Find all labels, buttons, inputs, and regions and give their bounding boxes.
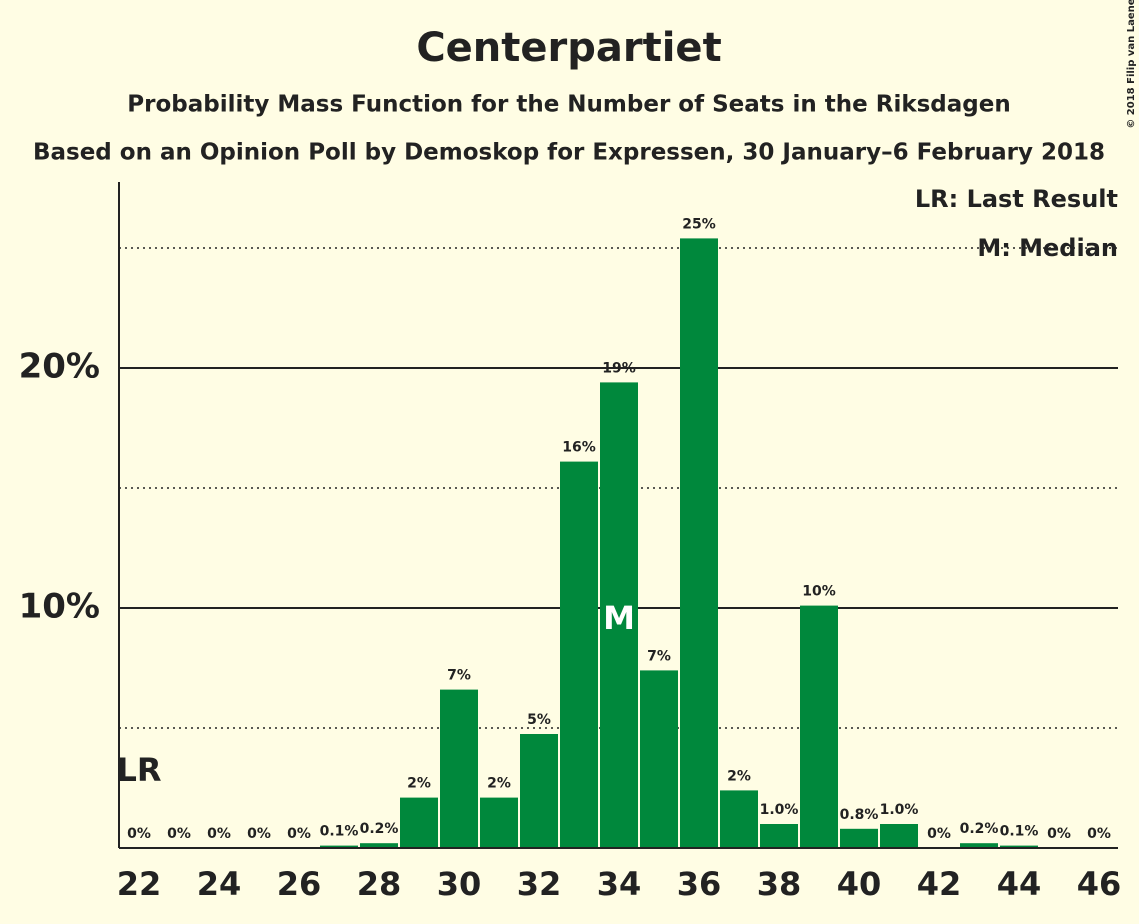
value-label: 5% xyxy=(527,712,551,728)
value-label: 0.2% xyxy=(960,821,999,837)
chart-title: Centerpartiet xyxy=(416,25,721,71)
value-label: 0% xyxy=(1087,826,1111,842)
x-tick-label: 42 xyxy=(917,865,962,903)
bar xyxy=(680,238,718,848)
value-label: 0% xyxy=(247,826,271,842)
value-label: 0.1% xyxy=(1000,824,1039,840)
legend-entry: M: Median xyxy=(977,234,1118,262)
bar xyxy=(960,843,998,848)
bar xyxy=(640,670,678,848)
x-tick-label: 22 xyxy=(117,865,162,903)
value-label: 0.2% xyxy=(360,821,399,837)
bar xyxy=(720,790,758,848)
x-tick-label: 30 xyxy=(437,865,482,903)
x-tick-label: 40 xyxy=(837,865,882,903)
x-tick-label: 24 xyxy=(197,865,242,903)
value-label: 0% xyxy=(167,826,191,842)
value-label: 2% xyxy=(727,768,751,784)
bar xyxy=(560,461,598,848)
value-label: 25% xyxy=(682,216,716,232)
x-tick-label: 36 xyxy=(677,865,722,903)
value-label: 0% xyxy=(207,826,231,842)
value-label: 0% xyxy=(287,826,311,842)
value-label: 16% xyxy=(562,440,596,456)
x-tick-label: 46 xyxy=(1077,865,1122,903)
bar xyxy=(320,845,358,848)
y-tick-label: 20% xyxy=(19,347,100,387)
value-label: 7% xyxy=(647,648,671,664)
chart-subtitle: Based on an Opinion Poll by Demoskop for… xyxy=(33,140,1105,166)
bar xyxy=(440,689,478,848)
legend-entry: LR: Last Result xyxy=(915,185,1118,213)
bar xyxy=(800,605,838,848)
bar xyxy=(400,797,438,848)
value-label: 0% xyxy=(127,826,151,842)
last-result-marker: LR xyxy=(116,751,161,789)
value-label: 7% xyxy=(447,668,471,684)
value-label: 0.1% xyxy=(320,824,359,840)
x-tick-label: 32 xyxy=(517,865,562,903)
bar xyxy=(520,734,558,848)
x-tick-label: 44 xyxy=(997,865,1042,903)
y-tick-label: 10% xyxy=(19,587,100,627)
bar xyxy=(360,843,398,848)
x-tick-label: 28 xyxy=(357,865,402,903)
x-tick-label: 34 xyxy=(597,865,642,903)
value-label: 1.0% xyxy=(880,802,919,818)
value-label: 0% xyxy=(1047,826,1071,842)
bar xyxy=(880,824,918,848)
value-label: 2% xyxy=(407,776,431,792)
value-label: 19% xyxy=(602,360,636,376)
bar xyxy=(600,382,638,848)
x-tick-label: 38 xyxy=(757,865,802,903)
bar xyxy=(480,797,518,848)
chart-subtitle: Probability Mass Function for the Number… xyxy=(127,92,1010,118)
median-marker: M xyxy=(603,599,635,637)
bar xyxy=(840,828,878,848)
value-label: 0.8% xyxy=(840,807,879,823)
x-tick-label: 26 xyxy=(277,865,322,903)
copyright: © 2018 Filip van Laenen xyxy=(1126,0,1137,129)
value-label: 2% xyxy=(487,776,511,792)
bar xyxy=(1000,845,1038,848)
bar xyxy=(760,824,798,848)
value-label: 0% xyxy=(927,826,951,842)
value-label: 1.0% xyxy=(760,802,799,818)
value-label: 10% xyxy=(802,584,836,600)
